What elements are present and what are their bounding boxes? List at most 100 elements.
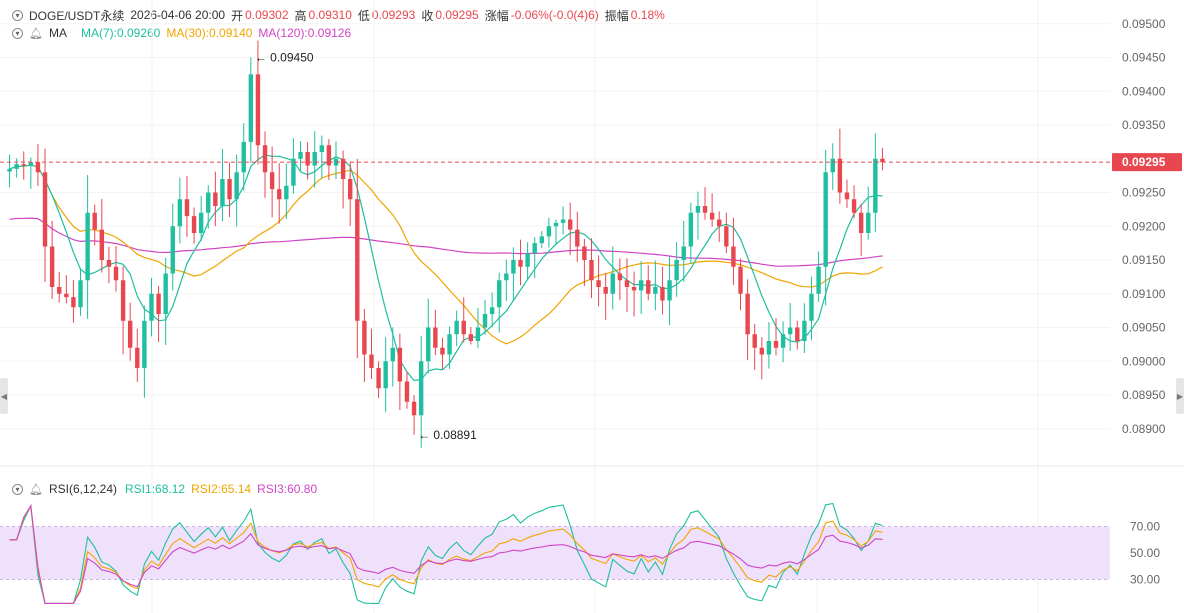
scroll-left-button[interactable]: ◀ (0, 378, 8, 414)
candle-body (660, 287, 665, 301)
candle-body (234, 172, 239, 200)
ma120-line (9, 217, 883, 267)
candle-body (120, 280, 126, 321)
candle-body (795, 327, 800, 341)
candle-body (844, 192, 850, 200)
low-value: 0.09293 (371, 8, 416, 22)
candle-body (475, 327, 481, 341)
current-price-tag (1112, 153, 1182, 172)
close-value: 0.09295 (435, 8, 479, 22)
rsi-label: RSI(6,12,24) (48, 482, 118, 496)
candle-body (326, 145, 332, 166)
candle-body (688, 212, 694, 247)
chevron-down-icon[interactable]: ▾ (12, 9, 23, 21)
candle-body (35, 162, 41, 173)
annotations: 0.09295 ← 0.09450 ← 0.08891 (0, 51, 1182, 442)
candle-body (355, 199, 360, 321)
candle-body (567, 219, 573, 230)
candle-body (206, 192, 211, 213)
candle-body (809, 293, 814, 321)
candle-body (724, 226, 729, 247)
candle-body (823, 172, 828, 267)
candle-body (617, 273, 623, 281)
candle-body (766, 341, 772, 355)
candle-body (14, 164, 19, 169)
candle-body (525, 253, 530, 267)
amplitude-label: 振幅 (604, 8, 629, 23)
datetime-label: 2026-04-06 20:00 (130, 8, 226, 22)
bell-icon[interactable]: 🔔︎ (29, 27, 43, 40)
candle-body (177, 199, 183, 227)
price-tick-label: 0.09000 (1122, 354, 1166, 368)
candle-body (773, 341, 779, 348)
chevron-down-icon[interactable]: ▾ (12, 27, 23, 39)
candle-body (312, 152, 317, 166)
high-label: 高 (294, 8, 307, 23)
candle-body (695, 206, 701, 213)
open-label: 开 (231, 8, 244, 23)
candle-body (603, 287, 608, 294)
candle-body (135, 347, 140, 368)
rsi1-value: RSI1:68.12 (125, 482, 186, 496)
candle-body (880, 158, 885, 163)
candle-body (532, 243, 537, 254)
candle-body (759, 347, 765, 355)
candle-body (49, 246, 55, 287)
candle-body (709, 212, 715, 220)
chevron-down-icon[interactable]: ▾ (12, 483, 23, 495)
candle-body (447, 334, 452, 355)
candle-body (582, 246, 587, 260)
candle-body (340, 158, 346, 179)
candle-body (57, 287, 62, 294)
rsi-header: ▾ 🔔︎ RSI(6,12,24) RSI1:68.12 RSI2:65.14 … (12, 481, 323, 497)
candle-body (241, 141, 246, 173)
candle-body (411, 401, 417, 416)
candle-body (589, 260, 594, 281)
scroll-right-button[interactable]: ▶ (1176, 378, 1184, 414)
price-tick-label: 0.08900 (1122, 422, 1166, 436)
candle-body (731, 246, 736, 267)
rsi-tick-label: 30.00 (1130, 573, 1160, 587)
candle-body (837, 158, 843, 193)
candle-body (482, 314, 488, 328)
candle-body (64, 293, 69, 298)
price-tick-label: 0.09050 (1122, 321, 1166, 335)
change-label: 涨幅 (484, 8, 509, 23)
price-tick-label: 0.09250 (1122, 186, 1166, 200)
candle-body (71, 297, 76, 308)
candle-body (851, 199, 857, 213)
candle-body (78, 280, 83, 308)
candle-body (426, 327, 431, 362)
candle-body (362, 320, 367, 355)
candle-body (269, 172, 275, 190)
candles (7, 40, 885, 448)
bell-icon[interactable]: 🔔︎ (29, 483, 43, 496)
high-value: 0.09310 (308, 8, 352, 22)
candle-body (397, 347, 403, 382)
rsi-lines (9, 502, 883, 604)
price-tick-label: 0.09500 (1122, 17, 1166, 31)
candle-body (575, 229, 580, 247)
candle-body (248, 74, 254, 142)
candle-body (305, 152, 310, 166)
candle-body (369, 354, 374, 368)
candle-body (646, 280, 651, 294)
candle-body (106, 260, 112, 267)
candle-body (653, 287, 658, 294)
ma-lines (9, 154, 883, 382)
candle-body (198, 212, 204, 233)
candle-body (291, 158, 296, 186)
candle-body (539, 236, 545, 244)
candle-body (127, 320, 133, 348)
rsi1-line (9, 502, 883, 604)
candle-body (497, 280, 502, 308)
candle-body (376, 368, 381, 389)
max-price-annotation: ← 0.09450 (255, 51, 314, 65)
candle-body (638, 280, 644, 291)
price-tick-label: 0.09400 (1122, 84, 1166, 98)
candle-body (28, 162, 34, 166)
candle-body (170, 226, 175, 274)
